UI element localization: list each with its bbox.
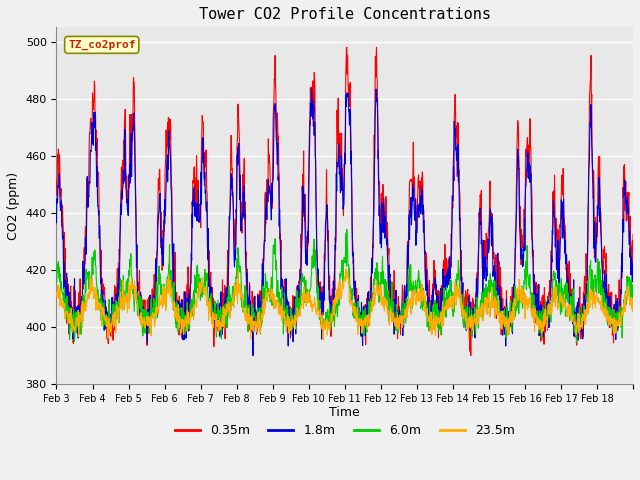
Legend: 0.35m, 1.8m, 6.0m, 23.5m: 0.35m, 1.8m, 6.0m, 23.5m <box>170 419 520 442</box>
Y-axis label: CO2 (ppm): CO2 (ppm) <box>7 171 20 240</box>
X-axis label: Time: Time <box>330 407 360 420</box>
Text: TZ_co2prof: TZ_co2prof <box>68 40 136 50</box>
Title: Tower CO2 Profile Concentrations: Tower CO2 Profile Concentrations <box>199 7 491 22</box>
